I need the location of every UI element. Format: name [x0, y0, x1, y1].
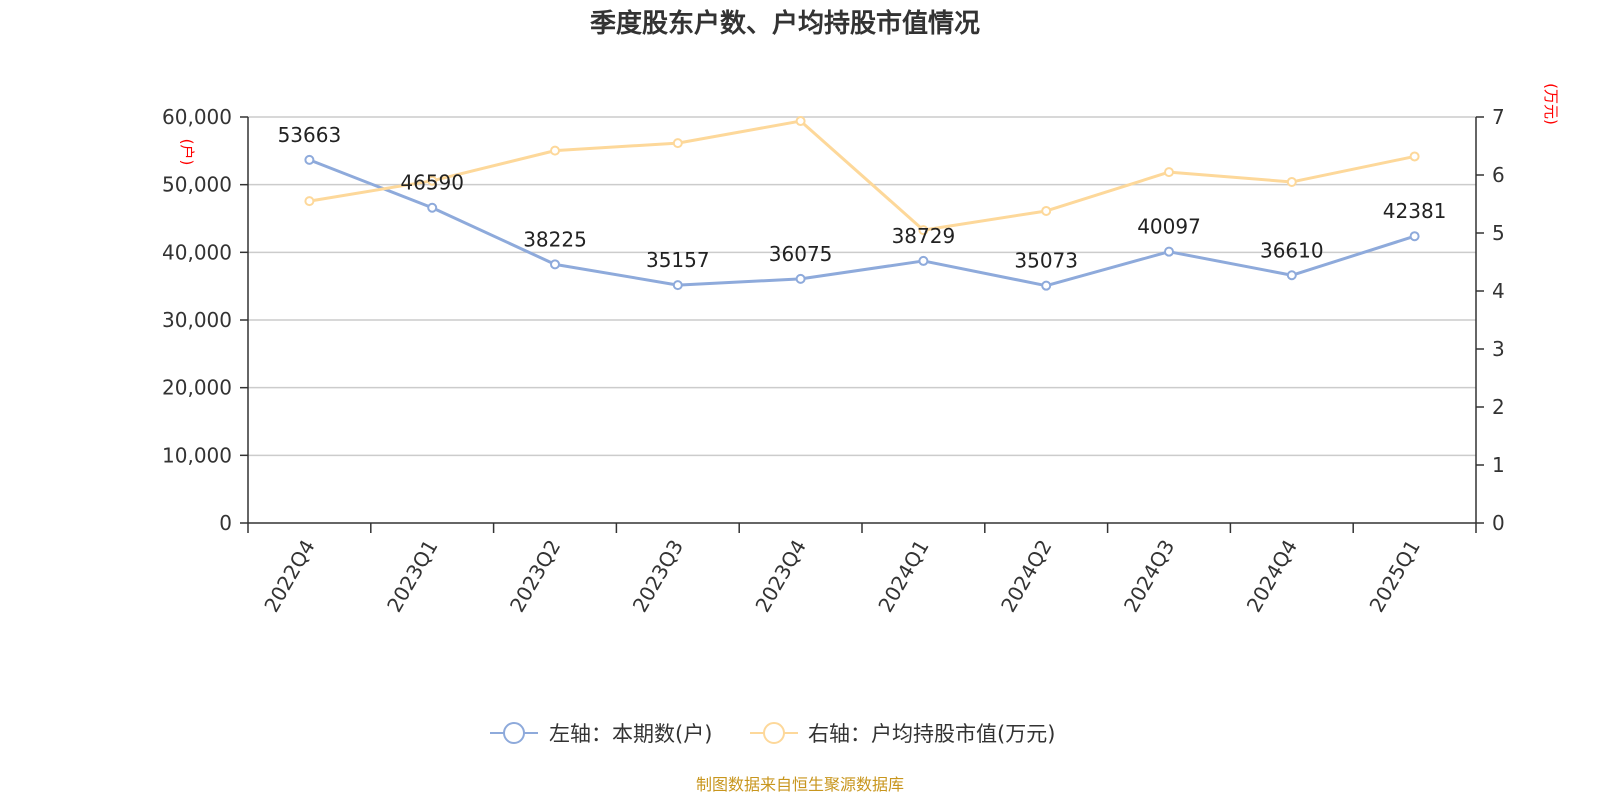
shareholders-point	[1041, 280, 1052, 291]
x-axis-tick-label: 2022Q4	[259, 536, 319, 617]
x-axis-tick-label: 2023Q2	[505, 536, 565, 617]
right-axis-tick-label: 5	[1492, 221, 1505, 245]
shareholders-point	[1286, 270, 1297, 281]
chart-title: 季度股东户数、户均持股市值情况	[590, 8, 980, 39]
shareholders-point	[1164, 246, 1174, 257]
avg-holding-value-point	[304, 196, 315, 207]
left-axis-tick-label: 30,000	[162, 308, 232, 332]
legend-swatch-marker	[763, 722, 785, 744]
shareholders-point	[427, 202, 438, 213]
avg-holding-value-point	[795, 116, 806, 127]
right-axis-tick-label: 1	[1492, 453, 1505, 477]
shareholders-point	[795, 273, 806, 284]
right-axis-unit: (万元)	[1542, 83, 1560, 125]
avg-holding-value-point	[550, 145, 560, 156]
shareholders-point	[918, 255, 929, 266]
data-label: 36610	[1260, 238, 1324, 262]
left-axis-tick-label: 20,000	[162, 376, 232, 400]
right-axis-tick-label: 7	[1492, 105, 1505, 129]
series-line-shareholders	[308, 158, 1416, 288]
avg-holding-value-point	[918, 225, 929, 236]
shareholders-point	[672, 280, 683, 291]
right-axis-tick-label: 3	[1492, 337, 1505, 361]
avg-holding-value-point	[1164, 167, 1174, 178]
legend-item-label: 右轴：户均持股市值(万元)	[808, 722, 1055, 746]
avg-holding-value-point	[1041, 205, 1052, 216]
x-axis-tick-label: 2024Q3	[1119, 536, 1179, 617]
series-line-avg-holding-value	[309, 119, 1415, 232]
data-label: 53663	[278, 123, 342, 147]
x-axis-tick-label: 2024Q1	[873, 536, 933, 617]
left-axis-tick-label: 50,000	[162, 173, 232, 197]
data-label: 36075	[769, 242, 833, 266]
shareholders-point	[304, 154, 315, 165]
avg-holding-value-point	[672, 138, 683, 149]
left-axis-tick-label: 10,000	[162, 443, 232, 467]
data-label: 46590	[400, 171, 464, 195]
avg-holding-value-point	[1409, 151, 1420, 162]
shareholders-point	[1409, 231, 1420, 242]
shareholders-point	[550, 259, 560, 270]
data-label: 38729	[892, 224, 956, 248]
data-label: 35073	[1014, 249, 1078, 273]
legend-swatch-marker	[503, 722, 525, 744]
right-axis-tick-label: 0	[1492, 511, 1505, 535]
x-axis-tick-label: 2024Q4	[1242, 536, 1302, 617]
legend-item-label: 左轴：本期数(户)	[549, 722, 712, 746]
avg-holding-value-point	[1286, 176, 1297, 187]
x-axis-tick-label: 2023Q3	[628, 536, 688, 617]
x-axis-tick-label: 2024Q2	[996, 536, 1056, 617]
data-label: 40097	[1137, 215, 1201, 239]
left-axis-tick-label: 40,000	[162, 240, 232, 264]
right-axis-tick-label: 6	[1492, 163, 1505, 187]
source-note: 制图数据来自恒生聚源数据库	[696, 775, 904, 794]
right-axis-tick-label: 2	[1492, 395, 1505, 419]
x-axis-tick-label: 2025Q1	[1364, 536, 1424, 617]
x-axis-tick-label: 2023Q4	[750, 536, 810, 617]
data-label: 35157	[646, 248, 710, 272]
left-axis-tick-label: 60,000	[162, 105, 232, 129]
left-axis-unit: (户)	[178, 139, 196, 166]
x-axis-tick-label: 2023Q1	[382, 536, 442, 617]
right-axis-tick-label: 4	[1492, 279, 1505, 303]
data-label: 42381	[1383, 199, 1447, 223]
data-label: 38225	[523, 227, 587, 251]
left-axis-tick-label: 0	[219, 511, 232, 535]
avg-holding-value-point	[427, 175, 438, 186]
